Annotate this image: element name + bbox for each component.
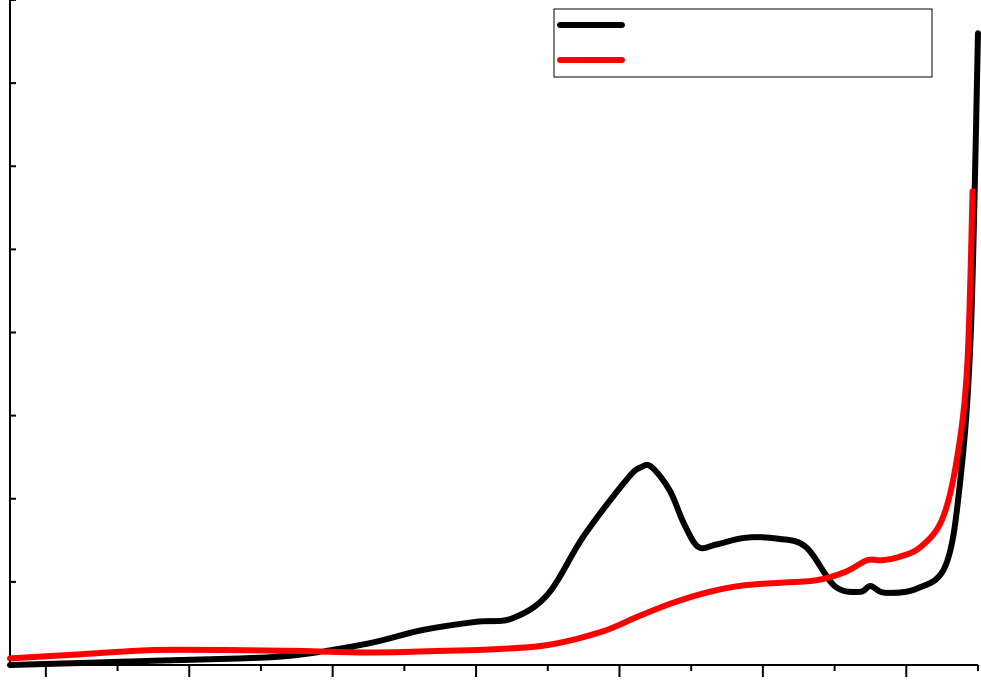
series-layer — [7, 30, 981, 668]
series-line-1 — [7, 188, 976, 662]
series-line-0 — [7, 30, 981, 668]
legend — [553, 8, 933, 78]
legend-box — [553, 8, 933, 78]
axes — [9, 0, 979, 677]
